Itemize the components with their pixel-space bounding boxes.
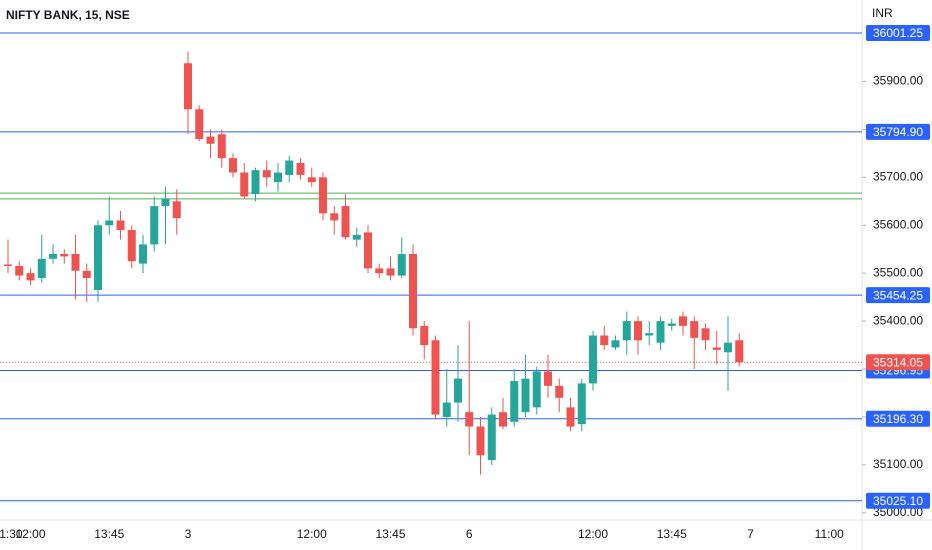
candle-body [127,230,136,262]
candle-body [487,414,496,461]
candle-body [386,268,395,276]
candle-body [71,254,80,271]
level-label-box [866,410,930,427]
candle-body [544,371,552,386]
candle-body [206,136,215,144]
x-tick-label: 13:45 [375,527,405,541]
x-tick-label: 12:00 [15,527,45,541]
candle-body [319,177,327,214]
candle-body [105,220,114,226]
level-label: 35454.25 [873,288,923,302]
candle-body [701,328,710,341]
x-tick-label: 12:00 [578,527,608,541]
candle-body [229,158,237,173]
candle-body [634,321,642,341]
currency: INR [872,6,893,20]
candle-body [656,321,665,343]
candle-body [465,412,474,427]
candle-body [37,258,46,278]
candle-body [184,63,192,110]
level-label: 36001.25 [873,26,923,40]
y-tick-label: 35100.00 [873,457,923,471]
candle-body [330,213,339,221]
candle-body [611,340,620,348]
candle-body [150,206,159,245]
chart-title: NIFTY BANK, 15, NSE [6,8,130,22]
x-tick-label: 12:00 [297,527,327,541]
level-label-box [866,492,930,509]
y-tick-label: 35400.00 [873,313,923,327]
candle-body [60,254,69,257]
candle-body [420,325,429,346]
y-tick-label: 35500.00 [873,265,923,279]
candle-body [15,265,24,276]
level-label: 35025.10 [873,494,923,508]
candle-body [364,232,372,269]
level-label-box [866,123,930,140]
candle-body [307,177,316,183]
candle-body [262,170,271,178]
candle-body [577,383,586,425]
candle-body [251,170,260,195]
candle-body [4,264,12,266]
candle-body [409,254,417,329]
candle-body [566,407,575,427]
candle-body [454,378,462,403]
candle-body [94,225,102,290]
candle-body [589,335,597,384]
x-tick-label: 3 [185,527,192,541]
candle-body [240,172,249,197]
candle-body [341,206,350,238]
candle-body [555,385,564,398]
candle-body [49,254,57,259]
current-price-label: 35314.05 [873,355,923,369]
x-tick-label: 13:45 [94,527,124,541]
candle-body [476,426,485,456]
candle-body [285,160,294,175]
level-label: 35196.30 [873,412,923,426]
candle-body [397,254,406,276]
candle-body [499,412,507,427]
candle-body [274,172,282,183]
candle-body [532,371,541,408]
candle-body [296,162,305,175]
x-tick-label: 11:30 [0,527,23,541]
candle-body [712,347,721,350]
candle-body [521,378,530,413]
candle-body [195,109,204,139]
y-tick-label: 35900.00 [873,74,923,88]
candle-body [431,340,440,415]
candle-body [82,270,91,278]
candle-body [352,234,361,240]
candle-body [26,273,35,281]
candle-body [172,201,181,219]
candle-body [724,342,732,353]
candle-body [600,335,609,346]
x-tick-label: 7 [747,527,754,541]
candle-body [690,321,699,338]
candle-body [375,268,384,274]
y-tick-label: 35700.00 [873,169,923,183]
candle-body [139,244,147,264]
candle-body [217,134,226,159]
x-tick-label: 6 [466,527,473,541]
level-label: 35794.90 [873,125,923,139]
candle-body [622,321,631,341]
current-price-box [866,354,930,371]
level-label-box [866,287,930,304]
candle-body [161,198,170,207]
y-tick-label: 35600.00 [873,217,923,231]
candle-body [679,316,687,326]
candle-body [735,340,744,363]
level-label-box [866,24,930,41]
candle-body [116,220,125,231]
candle-body [510,381,519,422]
candle-body [667,323,676,326]
x-tick-label: 13:45 [657,527,687,541]
candle-body [442,402,451,417]
candle-body [645,333,654,336]
x-tick-label: 11:00 [815,527,844,541]
